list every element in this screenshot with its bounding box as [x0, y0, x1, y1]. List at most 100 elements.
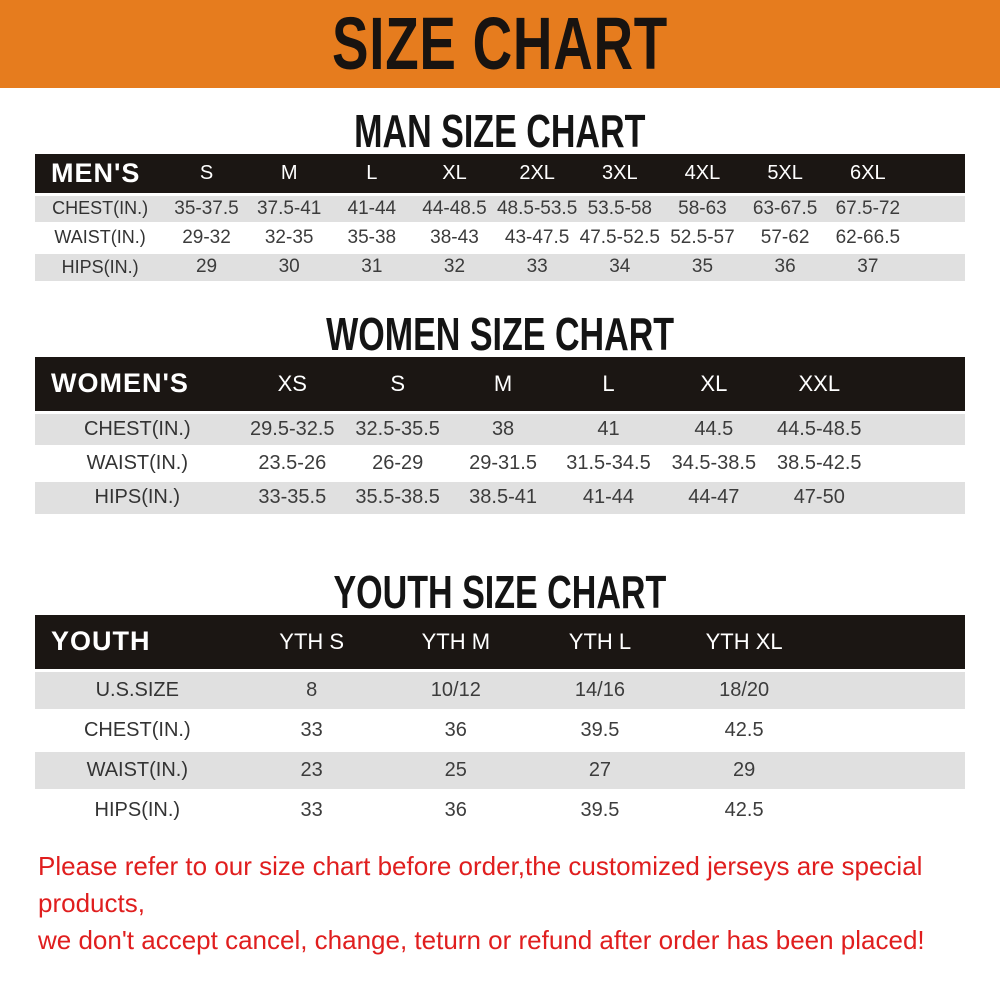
filler-cell — [872, 357, 965, 412]
size-column-header: 3XL — [578, 154, 662, 194]
youth-section-heading: YOUTH SIZE CHART — [0, 569, 1000, 615]
size-column-header: 2XL — [495, 154, 579, 194]
size-column-header: YTH L — [527, 615, 673, 670]
row-label-cell: CHEST(IN.) — [35, 410, 240, 446]
men-section: MAN SIZE CHART MEN'S S M L XL 2XL 3XL 4XL 5XL 6XL… — [0, 108, 1000, 281]
size-value-cell: 35-38 — [330, 221, 414, 252]
size-value-cell: 31 — [330, 250, 414, 281]
size-column-header: YTH S — [239, 615, 384, 670]
men-section-heading: MAN SIZE CHART — [0, 108, 1000, 154]
filler-cell — [909, 221, 965, 252]
size-value-cell: 37 — [826, 250, 910, 281]
size-value-cell: 34.5-38.5 — [661, 444, 767, 480]
filler-cell — [816, 748, 965, 790]
men-section-heading-text: MAN SIZE CHART — [354, 105, 646, 157]
measurement-row: HIPS(IN.) 33 36 39.5 42.5 — [35, 788, 965, 830]
size-value-cell: 41 — [555, 410, 662, 446]
table-title-cell: YOUTH — [35, 615, 240, 670]
size-value-cell: 42.5 — [672, 708, 817, 750]
women-section-heading: WOMEN SIZE CHART — [0, 311, 1000, 357]
size-column-header: M — [450, 357, 556, 412]
women-section-heading-text: WOMEN SIZE CHART — [326, 308, 674, 360]
size-value-cell: 33 — [239, 708, 384, 750]
measurement-row: CHEST(IN.) 33 36 39.5 42.5 — [35, 708, 965, 750]
size-value-cell: 43-47.5 — [495, 221, 579, 252]
disclaimer-line-1: Please refer to our size chart before or… — [38, 851, 923, 918]
size-column-header: XL — [413, 154, 496, 194]
size-value-cell: 32-35 — [247, 221, 331, 252]
size-value-cell: 26-29 — [344, 444, 451, 480]
size-value-cell: 8 — [239, 668, 384, 710]
measurement-row: HIPS(IN.) 29 30 31 32 33 34 35 36 37 — [35, 250, 965, 281]
size-value-cell: 35.5-38.5 — [344, 478, 451, 514]
disclaimer: Please refer to our size chart before or… — [38, 848, 980, 959]
size-table-header-row: MEN'S S M L XL 2XL 3XL 4XL 5XL 6XL — [35, 154, 965, 194]
size-value-cell: 57-62 — [743, 221, 827, 252]
size-column-header: S — [165, 154, 248, 194]
size-value-cell: 42.5 — [672, 788, 817, 830]
size-column-header: XS — [239, 357, 345, 412]
size-column-header: XL — [661, 357, 767, 412]
filler-cell — [872, 410, 965, 446]
size-value-cell: 52.5-57 — [661, 221, 744, 252]
row-label-cell: CHEST(IN.) — [35, 708, 240, 750]
row-label-cell: CHEST(IN.) — [35, 192, 166, 223]
filler-cell — [872, 444, 965, 480]
page-title: SIZE CHART — [332, 2, 668, 85]
size-value-cell: 32 — [413, 250, 496, 281]
size-value-cell: 41-44 — [555, 478, 662, 514]
size-value-cell: 32.5-35.5 — [344, 410, 451, 446]
table-title-cell: MEN'S — [35, 154, 166, 194]
measurement-row: CHEST(IN.) 35-37.5 37.5-41 41-44 44-48.5 48.5… — [35, 192, 965, 223]
size-value-cell: 47.5-52.5 — [578, 221, 662, 252]
size-value-cell: 35-37.5 — [165, 192, 248, 223]
size-value-cell: 29-32 — [165, 221, 248, 252]
size-value-cell: 34 — [578, 250, 662, 281]
size-value-cell: 23.5-26 — [239, 444, 345, 480]
size-column-header: YTH M — [383, 615, 528, 670]
size-value-cell: 18/20 — [672, 668, 817, 710]
size-value-cell: 33 — [239, 788, 384, 830]
size-column-header: XXL — [766, 357, 872, 412]
size-value-cell: 44.5 — [661, 410, 767, 446]
size-value-cell: 31.5-34.5 — [555, 444, 662, 480]
men-size-table: MEN'S S M L XL 2XL 3XL 4XL 5XL 6XL CHEST(IN.) 35-37… — [35, 154, 965, 281]
size-column-header: L — [330, 154, 414, 194]
filler-cell — [816, 668, 965, 710]
row-label-cell: HIPS(IN.) — [35, 788, 240, 830]
youth-section-heading-text: YOUTH SIZE CHART — [333, 566, 667, 618]
size-value-cell: 14/16 — [527, 668, 673, 710]
filler-cell — [816, 708, 965, 750]
size-column-header: YTH XL — [672, 615, 817, 670]
size-value-cell: 41-44 — [330, 192, 414, 223]
row-label-cell: U.S.SIZE — [35, 668, 240, 710]
size-value-cell: 63-67.5 — [743, 192, 827, 223]
row-label-cell: HIPS(IN.) — [35, 478, 240, 514]
banner: SIZE CHART — [0, 0, 1000, 88]
size-value-cell: 38 — [450, 410, 556, 446]
measurement-row: WAIST(IN.) 29-32 32-35 35-38 38-43 43-47.5 47.… — [35, 221, 965, 252]
measurement-row: HIPS(IN.) 33-35.5 35.5-38.5 38.5-41 41-44 44-… — [35, 478, 965, 514]
measurement-row: WAIST(IN.) 23.5-26 26-29 29-31.5 31.5-34.5 34… — [35, 444, 965, 480]
row-label-cell: HIPS(IN.) — [35, 250, 166, 281]
size-value-cell: 25 — [383, 748, 528, 790]
size-value-cell: 35 — [661, 250, 744, 281]
women-section: WOMEN SIZE CHART WOMEN'S XS S M L XL XXL CHEST(… — [0, 311, 1000, 514]
size-value-cell: 48.5-53.5 — [495, 192, 579, 223]
size-value-cell: 62-66.5 — [826, 221, 910, 252]
size-value-cell: 38.5-42.5 — [766, 444, 872, 480]
size-value-cell: 47-50 — [766, 478, 872, 514]
filler-cell — [909, 250, 965, 281]
size-value-cell: 44-48.5 — [413, 192, 496, 223]
size-value-cell: 36 — [383, 788, 528, 830]
size-value-cell: 27 — [527, 748, 673, 790]
filler-cell — [816, 788, 965, 830]
size-table-header-row: YOUTH YTH S YTH M YTH L YTH XL — [35, 615, 965, 670]
row-label-cell: WAIST(IN.) — [35, 748, 240, 790]
size-value-cell: 29 — [672, 748, 817, 790]
size-value-cell: 39.5 — [527, 788, 673, 830]
row-label-cell: WAIST(IN.) — [35, 444, 240, 480]
size-value-cell: 33 — [495, 250, 579, 281]
size-value-cell: 29.5-32.5 — [239, 410, 345, 446]
